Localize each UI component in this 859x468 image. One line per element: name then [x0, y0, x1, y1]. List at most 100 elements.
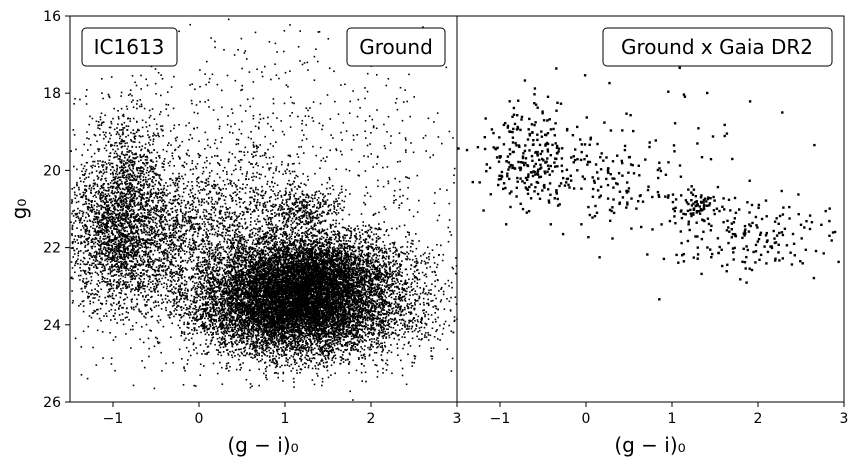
star-point: [106, 209, 109, 211]
star-point: [84, 270, 87, 272]
star-point: [96, 267, 99, 269]
star-point: [117, 220, 119, 222]
star-point: [80, 250, 82, 252]
star-point: [136, 156, 139, 158]
star-point: [199, 305, 201, 307]
star-point: [99, 231, 102, 233]
star-point: [102, 194, 105, 197]
star-point: [117, 266, 119, 268]
star-point: [126, 214, 128, 217]
star-point: [111, 213, 114, 215]
star-point: [161, 277, 163, 280]
star-point: [153, 274, 156, 277]
star-point: [147, 255, 149, 258]
star-point: [276, 273, 279, 275]
star-point: [299, 371, 301, 374]
star-point: [236, 302, 238, 304]
star-point: [121, 159, 123, 161]
star-point: [231, 296, 233, 299]
star-point: [168, 201, 170, 204]
star-point: [168, 227, 170, 230]
star-point: [144, 147, 146, 149]
star-point: [400, 359, 402, 362]
star-point: [81, 174, 84, 176]
star-point: [288, 357, 291, 359]
star-point: [135, 229, 137, 232]
star-point: [156, 319, 159, 322]
star-point: [194, 230, 197, 233]
star-point: [355, 369, 358, 372]
star-point: [160, 266, 163, 268]
star-point: [135, 198, 138, 200]
star-point: [258, 287, 261, 289]
star-point: [158, 175, 161, 177]
star-point: [127, 193, 130, 196]
star-point: [140, 204, 142, 206]
star-point: [92, 160, 94, 163]
star-point: [146, 224, 149, 227]
star-point: [118, 179, 121, 181]
star-point: [127, 212, 129, 215]
star-point: [73, 191, 76, 194]
star-point: [107, 251, 110, 253]
star-point: [132, 247, 134, 250]
star-point: [143, 239, 145, 241]
star-point: [86, 137, 88, 139]
star-point: [121, 169, 124, 172]
star-point: [140, 220, 142, 223]
star-point: [339, 332, 342, 334]
star-point: [252, 334, 255, 336]
star-point: [129, 216, 131, 219]
star-point: [92, 224, 95, 226]
star-point: [126, 287, 129, 289]
star-point: [162, 228, 164, 231]
star-point: [280, 353, 283, 356]
star-point: [140, 280, 142, 283]
star-point: [125, 176, 127, 178]
star-point: [107, 281, 109, 283]
star-point: [155, 207, 157, 210]
star-point: [154, 288, 157, 290]
star-point: [101, 216, 103, 218]
star-point: [128, 223, 131, 225]
star-point: [133, 161, 136, 163]
star-point: [112, 257, 115, 260]
star-point: [119, 256, 122, 258]
star-point: [131, 185, 133, 188]
star-point: [140, 193, 142, 196]
star-point: [151, 185, 154, 187]
star-point: [163, 255, 165, 257]
star-point: [151, 193, 153, 195]
star-point: [133, 211, 136, 214]
star-point: [125, 240, 127, 242]
star-point: [215, 277, 217, 280]
star-point: [128, 238, 130, 240]
star-point: [138, 175, 141, 177]
star-point: [111, 222, 114, 224]
star-point: [149, 256, 151, 259]
star-point: [223, 305, 225, 308]
star-point: [85, 195, 87, 197]
star-point: [135, 257, 137, 260]
star-point: [89, 302, 91, 305]
star-point: [120, 262, 122, 265]
star-point: [70, 277, 73, 280]
star-point: [252, 332, 255, 334]
star-point: [130, 161, 132, 164]
star-point: [144, 304, 147, 307]
star-point: [124, 201, 127, 203]
star-point: [123, 258, 125, 261]
star-point: [114, 251, 116, 254]
star-point: [300, 368, 303, 371]
star-point: [194, 319, 196, 321]
star-point: [70, 247, 73, 249]
star-point: [119, 188, 122, 191]
star-point: [130, 193, 132, 196]
star-point: [110, 145, 112, 148]
star-point: [87, 149, 89, 151]
star-point: [158, 233, 160, 236]
star-point: [130, 205, 132, 207]
star-point: [158, 238, 161, 241]
star-point: [137, 201, 140, 204]
star-point: [337, 331, 339, 334]
